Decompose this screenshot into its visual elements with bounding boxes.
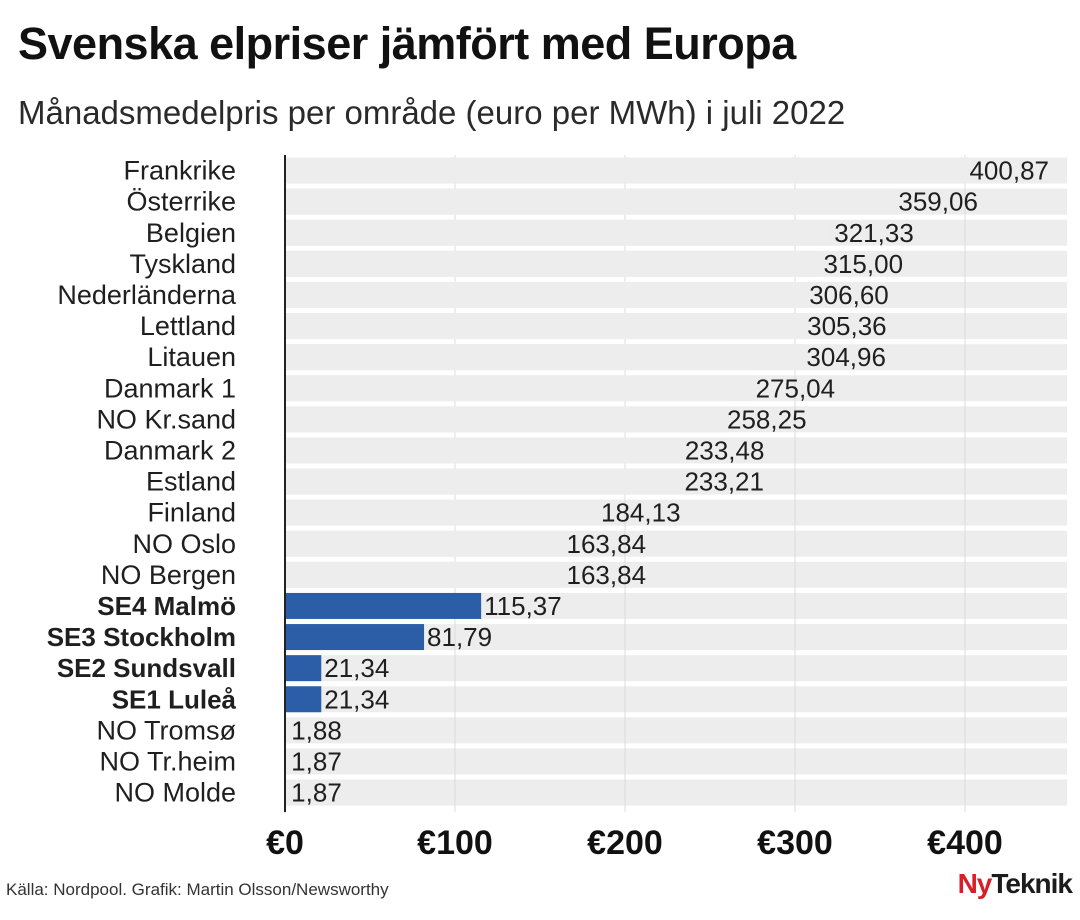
bar-18 <box>285 717 289 744</box>
value-label-15: 81,79 <box>427 622 492 652</box>
bar-3 <box>285 250 821 277</box>
value-label-6: 304,96 <box>806 342 886 372</box>
bar-6 <box>285 344 804 371</box>
category-label-2: Belgien <box>146 218 236 248</box>
value-label-5: 305,36 <box>807 311 887 341</box>
row-background-20 <box>285 779 1067 806</box>
row-background-17 <box>285 686 1067 713</box>
category-label-7: Danmark 1 <box>104 373 236 403</box>
bar-13 <box>285 561 564 588</box>
x-tick-label-300: €300 <box>757 824 833 862</box>
chart-subtitle: Månadsmedelpris per område (euro per MWh… <box>18 94 846 131</box>
value-label-19: 1,87 <box>291 746 342 776</box>
bar-9 <box>285 437 682 464</box>
value-label-2: 321,33 <box>834 218 914 248</box>
value-label-11: 184,13 <box>601 498 681 528</box>
category-label-15: SE3 Stockholm <box>47 622 236 652</box>
value-label-9: 233,48 <box>685 435 765 465</box>
category-label-10: Estland <box>146 467 236 497</box>
category-label-13: NO Bergen <box>101 560 236 590</box>
x-tick-label-200: €200 <box>587 824 663 862</box>
category-label-3: Tyskland <box>129 249 236 279</box>
bar-14 <box>285 592 482 619</box>
bar-chart: Frankrike 400,87 Österrike 359,06 Belgien 321… <box>47 155 1067 862</box>
value-label-14: 115,37 <box>484 591 562 621</box>
value-label-10: 233,21 <box>684 467 764 497</box>
value-label-8: 258,25 <box>727 404 807 434</box>
x-tick-label-0: €0 <box>266 824 304 862</box>
value-label-18: 1,88 <box>291 715 342 745</box>
bar-20 <box>285 779 289 806</box>
category-label-9: Danmark 2 <box>104 435 236 465</box>
logo-part-ny: Ny <box>957 868 993 899</box>
category-label-1: Österrike <box>126 187 236 217</box>
bar-5 <box>285 313 805 340</box>
category-label-5: Lettland <box>140 311 236 341</box>
bar-12 <box>285 530 564 557</box>
value-label-12: 163,84 <box>567 529 647 559</box>
x-tick-label-400: €400 <box>927 824 1003 862</box>
category-label-11: Finland <box>147 498 236 528</box>
value-label-20: 1,87 <box>291 778 342 808</box>
row-background-18 <box>285 717 1067 744</box>
chart-title: Svenska elpriser jämfört med Europa <box>18 18 796 69</box>
category-label-16: SE2 Sundsvall <box>57 653 236 683</box>
category-label-6: Litauen <box>147 342 236 372</box>
bar-2 <box>285 219 832 246</box>
row-background-19 <box>285 748 1067 775</box>
value-label-4: 306,60 <box>809 280 889 310</box>
value-label-16: 21,34 <box>324 653 389 683</box>
category-label-19: NO Tr.heim <box>99 746 236 776</box>
bar-0 <box>285 157 967 184</box>
bar-15 <box>285 624 425 651</box>
bar-1 <box>285 188 896 215</box>
value-label-7: 275,04 <box>756 373 836 403</box>
category-label-0: Frankrike <box>123 156 236 186</box>
nyteknik-logo: NyTeknik <box>957 868 1073 900</box>
value-label-3: 315,00 <box>824 249 904 279</box>
bar-17 <box>285 686 322 713</box>
logo-part-teknik: Teknik <box>991 868 1073 899</box>
category-label-14: SE4 Malmö <box>97 591 236 621</box>
value-label-17: 21,34 <box>324 684 389 714</box>
bar-8 <box>285 406 725 433</box>
value-label-0: 400,87 <box>969 156 1049 186</box>
x-tick-label-100: €100 <box>417 824 493 862</box>
row-background-16 <box>285 655 1067 682</box>
bar-16 <box>285 655 322 682</box>
category-label-20: NO Molde <box>114 778 236 808</box>
category-label-12: NO Oslo <box>132 529 236 559</box>
category-label-4: Nederländerna <box>57 280 237 310</box>
bar-19 <box>285 748 289 775</box>
category-label-17: SE1 Luleå <box>112 684 237 714</box>
bar-11 <box>285 499 599 526</box>
bar-4 <box>285 281 807 308</box>
bar-10 <box>285 468 682 495</box>
bar-7 <box>285 375 753 402</box>
value-label-13: 163,84 <box>567 560 647 590</box>
category-label-8: NO Kr.sand <box>96 404 236 434</box>
source-credit: Källa: Nordpool. Grafik: Martin Olsson/N… <box>6 880 389 899</box>
value-label-1: 359,06 <box>898 187 978 217</box>
category-label-18: NO Tromsø <box>97 715 237 745</box>
